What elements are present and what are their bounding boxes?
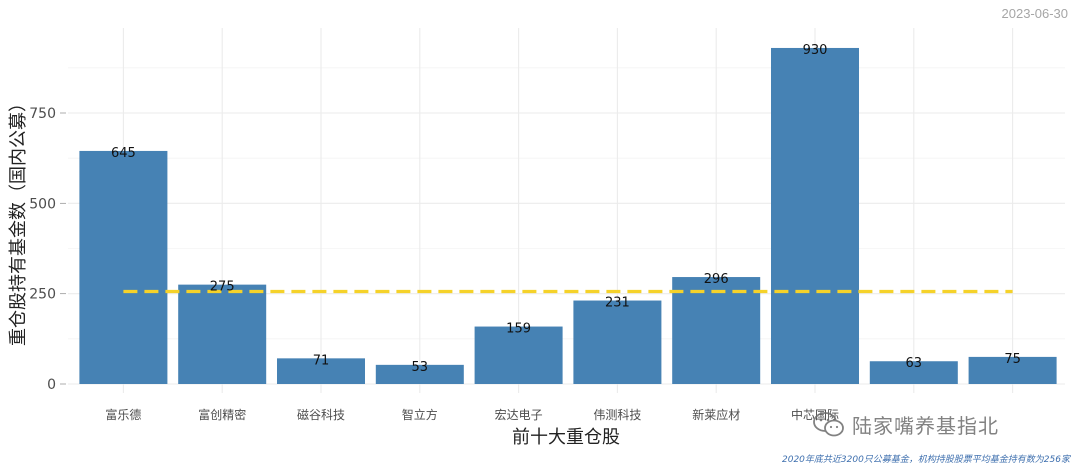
data-label: 930 bbox=[803, 43, 828, 58]
bar bbox=[869, 361, 958, 384]
x-tick-label: 磁谷科技 bbox=[297, 407, 345, 422]
bar bbox=[771, 47, 859, 385]
bar bbox=[79, 150, 168, 384]
footnote-caption: 2020年底共近3200只公募基金，机构持股股票平均基金持有数为256家 bbox=[782, 455, 1070, 465]
x-tick-label: 富乐德 bbox=[105, 407, 141, 422]
bar bbox=[672, 277, 761, 384]
watermark-text: 陆家嘴养基指北 bbox=[852, 414, 999, 438]
y-tick-label: 500 bbox=[29, 196, 56, 212]
y-axis-ticks: 0 250 500 750 bbox=[29, 106, 66, 393]
x-tick-label: 智立方 bbox=[402, 407, 438, 422]
data-label: 63 bbox=[906, 356, 923, 371]
y-tick-label: 0 bbox=[47, 377, 56, 393]
data-labels: 645 275 71 53 159 231 296 930 63 75 bbox=[111, 43, 1021, 375]
y-tick-label: 750 bbox=[29, 106, 56, 122]
date-label: 2023-06-30 bbox=[1001, 6, 1069, 21]
x-tick-label: 宏达电子 bbox=[495, 407, 543, 422]
data-label: 231 bbox=[605, 296, 630, 311]
data-label: 159 bbox=[506, 322, 531, 337]
x-tick-label: 富创精密 bbox=[198, 407, 246, 422]
data-label: 645 bbox=[111, 146, 136, 161]
bar bbox=[573, 300, 662, 384]
data-label: 53 bbox=[412, 360, 429, 375]
wechat-icon bbox=[813, 411, 844, 436]
y-tick-label: 250 bbox=[29, 287, 56, 303]
bar bbox=[474, 326, 563, 384]
bar bbox=[375, 364, 464, 384]
x-axis-label: 前十大重仓股 bbox=[512, 427, 620, 448]
x-axis-ticks: 富乐德 富创精密 磁谷科技 智立方 宏达电子 伟测科技 新莱应材 中芯国际 bbox=[105, 407, 839, 422]
y-axis-label: 重仓股持有基金数（国内公募） bbox=[8, 94, 29, 346]
x-tick-label: 伟测科技 bbox=[593, 408, 641, 422]
data-label: 71 bbox=[313, 353, 330, 368]
x-tick-label: 中芯国际 bbox=[791, 407, 839, 422]
watermark: 陆家嘴养基指北 bbox=[812, 410, 999, 439]
bar bbox=[277, 358, 365, 384]
x-tick-label: 新莱应材 bbox=[692, 407, 740, 422]
bar bbox=[178, 284, 267, 384]
bar-series bbox=[79, 47, 1057, 385]
data-label: 296 bbox=[704, 272, 729, 287]
data-label: 275 bbox=[210, 280, 235, 295]
bar bbox=[968, 356, 1057, 384]
data-label: 75 bbox=[1004, 352, 1021, 367]
